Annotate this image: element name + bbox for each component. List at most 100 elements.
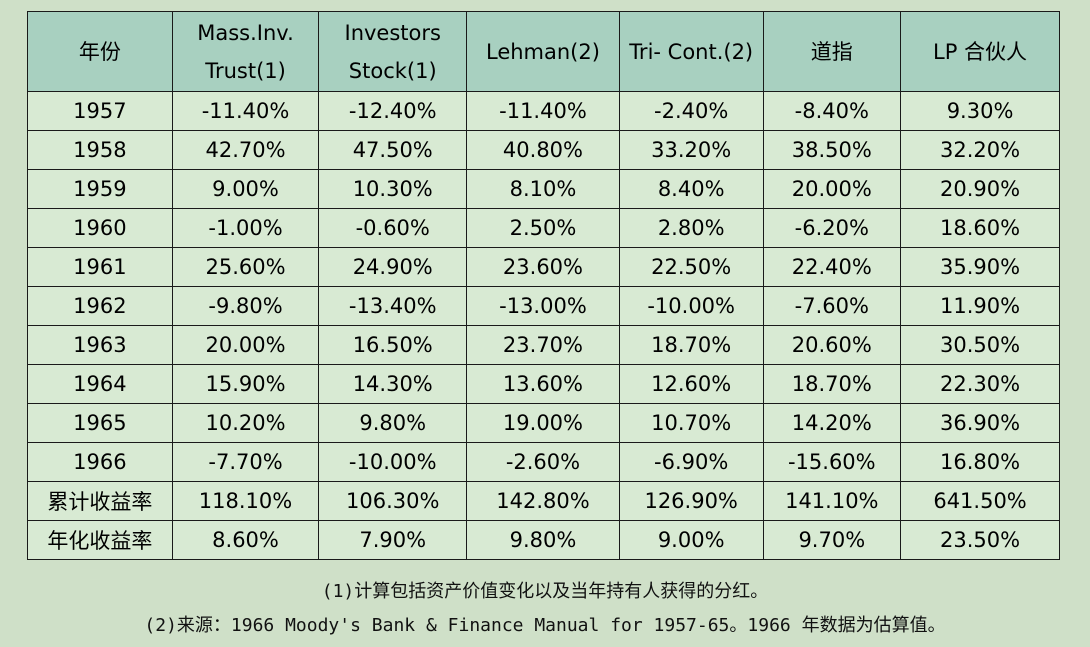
table-cell: 8.10% xyxy=(466,169,620,209)
table-cell: -6.20% xyxy=(762,208,902,248)
table-cell: -2.40% xyxy=(618,91,764,131)
table-cell: 9.80% xyxy=(466,520,620,560)
table-cell: 2.50% xyxy=(466,208,620,248)
table-cell: -12.40% xyxy=(318,91,468,131)
table-cell: -10.00% xyxy=(318,442,468,482)
table-cell: -7.60% xyxy=(762,286,902,326)
table-cell: 10.20% xyxy=(171,403,320,443)
table-row: 1957 -11.40% -12.40% -11.40% -2.40% -8.40% 9.3… xyxy=(27,91,1060,131)
row-label-cell: 1961 xyxy=(27,247,173,287)
table-cell: 9.80% xyxy=(318,403,468,443)
table-cell: 2.80% xyxy=(618,208,764,248)
table-body: 1957 -11.40% -12.40% -11.40% -2.40% -8.40% 9.3… xyxy=(27,91,1060,560)
row-label-cell: 1958 xyxy=(27,130,173,170)
header-lp-partners: LP 合伙人 xyxy=(900,11,1060,92)
header-year: 年份 xyxy=(27,11,173,92)
footnote-2: (2)来源：1966 Moody's Bank & Finance Manual… xyxy=(144,615,946,636)
table-cell: 14.20% xyxy=(762,403,902,443)
table-cell: -6.90% xyxy=(618,442,764,482)
table-cell: 9.70% xyxy=(762,520,902,560)
table-cell: -7.70% xyxy=(171,442,320,482)
table-cell: 18.70% xyxy=(618,325,764,365)
table-cell: 7.90% xyxy=(318,520,468,560)
row-label-cell: 1962 xyxy=(27,286,173,326)
table-cell: 24.90% xyxy=(318,247,468,287)
table-cell: 20.90% xyxy=(900,169,1060,209)
table-cell: 14.30% xyxy=(318,364,468,404)
table-cell: -1.00% xyxy=(171,208,320,248)
header-tri-cont: Tri- Cont.(2) xyxy=(618,11,764,92)
table-cell: 33.20% xyxy=(618,130,764,170)
table-cell: 118.10% xyxy=(171,481,320,521)
table-cell: -11.40% xyxy=(466,91,620,131)
table-header-row: 年份 Mass.Inv. Trust(1) Investors Stock(1)… xyxy=(27,11,1060,92)
footnotes: (1)计算包括资产价值变化以及当年持有人获得的分红。 (2)来源：1966 Mo… xyxy=(0,575,1090,643)
row-label-cell: 累计收益率 xyxy=(27,481,173,521)
table-cell: 142.80% xyxy=(466,481,620,521)
table-cell: 30.50% xyxy=(900,325,1060,365)
table-row: 1963 20.00% 16.50% 23.70% 18.70% 20.60% 30.50% xyxy=(27,325,1060,365)
row-label-cell: 1965 xyxy=(27,403,173,443)
table-cell: 9.00% xyxy=(618,520,764,560)
row-label-cell: 1957 xyxy=(27,91,173,131)
table-cell: 22.50% xyxy=(618,247,764,287)
table-cell: 106.30% xyxy=(318,481,468,521)
table-cell: -11.40% xyxy=(171,91,320,131)
table-cell: -13.00% xyxy=(466,286,620,326)
table-cell: 9.30% xyxy=(900,91,1060,131)
table-cell: 8.40% xyxy=(618,169,764,209)
table-cell: 13.60% xyxy=(466,364,620,404)
table-cell: 19.00% xyxy=(466,403,620,443)
table-cell: -0.60% xyxy=(318,208,468,248)
table-cell: -13.40% xyxy=(318,286,468,326)
table-cell: 42.70% xyxy=(171,130,320,170)
table-row: 年化收益率 8.60% 7.90% 9.80% 9.00% 9.70% 23.50% xyxy=(27,520,1060,560)
table-cell: 11.90% xyxy=(900,286,1060,326)
returns-table-container: 年份 Mass.Inv. Trust(1) Investors Stock(1)… xyxy=(27,11,1060,560)
table-cell: 12.60% xyxy=(618,364,764,404)
header-dow: 道指 xyxy=(762,11,902,92)
table-row: 1960 -1.00% -0.60% 2.50% 2.80% -6.20% 18.60% xyxy=(27,208,1060,248)
header-investors-stock: Investors Stock(1) xyxy=(318,11,468,92)
table-row: 1966 -7.70% -10.00% -2.60% -6.90% -15.60% 16.8… xyxy=(27,442,1060,482)
table-cell: 47.50% xyxy=(318,130,468,170)
table-cell: 22.30% xyxy=(900,364,1060,404)
table-cell: 22.40% xyxy=(762,247,902,287)
row-label-cell: 年化收益率 xyxy=(27,520,173,560)
table-cell: 9.00% xyxy=(171,169,320,209)
table-row: 1958 42.70% 47.50% 40.80% 33.20% 38.50% 32.20% xyxy=(27,130,1060,170)
table-cell: 25.60% xyxy=(171,247,320,287)
table-cell: 23.70% xyxy=(466,325,620,365)
table-cell: 18.60% xyxy=(900,208,1060,248)
table-cell: -8.40% xyxy=(762,91,902,131)
table-cell: 10.30% xyxy=(318,169,468,209)
table-row: 1962 -9.80% -13.40% -13.00% -10.00% -7.60% 11.… xyxy=(27,286,1060,326)
table-cell: 15.90% xyxy=(171,364,320,404)
returns-table: 年份 Mass.Inv. Trust(1) Investors Stock(1)… xyxy=(27,11,1060,560)
table-cell: 32.20% xyxy=(900,130,1060,170)
table-cell: 38.50% xyxy=(762,130,902,170)
row-label-cell: 1960 xyxy=(27,208,173,248)
table-row: 1959 9.00% 10.30% 8.10% 8.40% 20.00% 20.90% xyxy=(27,169,1060,209)
table-cell: 18.70% xyxy=(762,364,902,404)
table-cell: 35.90% xyxy=(900,247,1060,287)
row-label-cell: 1959 xyxy=(27,169,173,209)
table-cell: -10.00% xyxy=(618,286,764,326)
header-lehman: Lehman(2) xyxy=(466,11,620,92)
table-cell: -9.80% xyxy=(171,286,320,326)
table-cell: 126.90% xyxy=(618,481,764,521)
table-cell: 36.90% xyxy=(900,403,1060,443)
table-cell: 23.60% xyxy=(466,247,620,287)
row-label-cell: 1966 xyxy=(27,442,173,482)
table-cell: 20.60% xyxy=(762,325,902,365)
table-cell: 40.80% xyxy=(466,130,620,170)
table-cell: 641.50% xyxy=(900,481,1060,521)
table-cell: 20.00% xyxy=(171,325,320,365)
row-label-cell: 1964 xyxy=(27,364,173,404)
table-cell: 16.80% xyxy=(900,442,1060,482)
table-row: 1965 10.20% 9.80% 19.00% 10.70% 14.20% 36.90% xyxy=(27,403,1060,443)
header-mass-inv-trust: Mass.Inv. Trust(1) xyxy=(171,11,320,92)
table-cell: 8.60% xyxy=(171,520,320,560)
table-cell: 20.00% xyxy=(762,169,902,209)
table-cell: 141.10% xyxy=(762,481,902,521)
